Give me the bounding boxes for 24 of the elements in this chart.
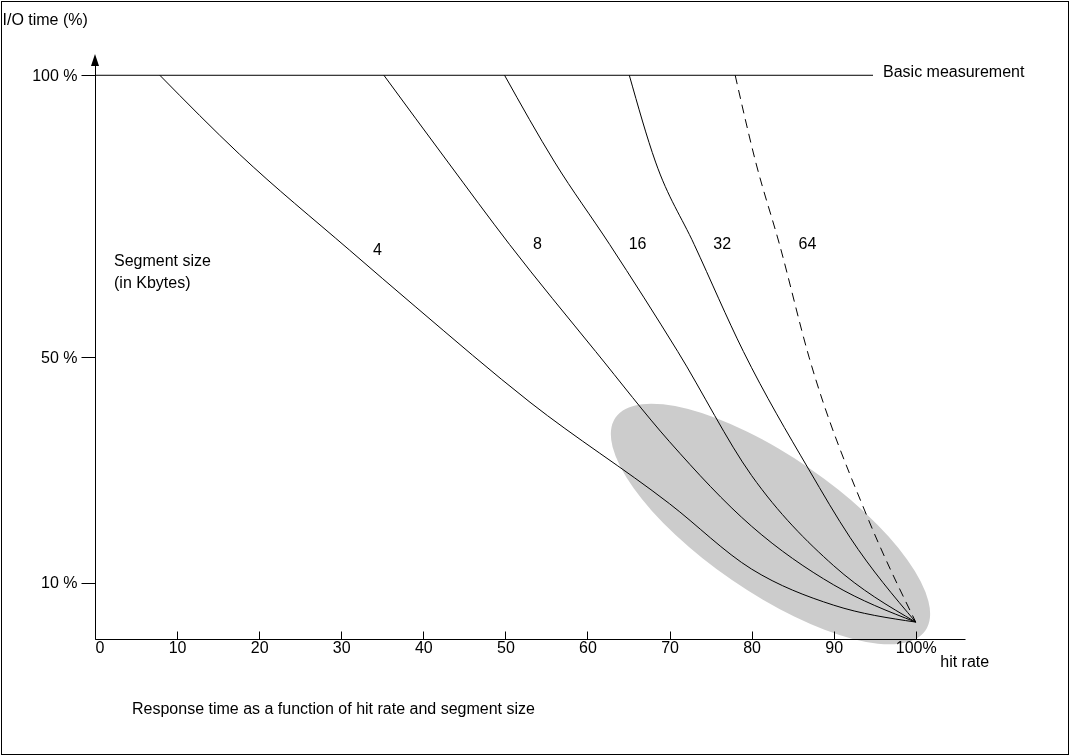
y-axis-title: I/O time (%) bbox=[2, 10, 88, 28]
x-tick-label: 60 bbox=[579, 638, 597, 656]
x-tick-label: 90 bbox=[825, 638, 844, 656]
series-label: 32 bbox=[713, 235, 732, 253]
y-tick-label: 50 % bbox=[41, 348, 78, 366]
ref-line-label: Basic measurement bbox=[883, 63, 1025, 81]
text: Response time as a function of hit rate and segment size bbox=[132, 700, 535, 717]
series-label: 64 bbox=[798, 235, 817, 253]
x-tick-label: 100% bbox=[895, 638, 937, 656]
x-tick-label: 30 bbox=[332, 638, 351, 656]
series-label: 4 bbox=[372, 241, 382, 259]
x-tick-label: 20 bbox=[250, 638, 269, 656]
x-tick-label: 80 bbox=[743, 638, 762, 656]
legend-title: Segment size (in Kbytes) bbox=[114, 252, 212, 292]
x-tick-label: 0 bbox=[95, 638, 105, 656]
y-tick-label: 100 % bbox=[32, 66, 78, 84]
series-label: 8 bbox=[533, 235, 543, 253]
x-tick-label: 70 bbox=[661, 638, 680, 656]
x-tick-label: 40 bbox=[414, 638, 433, 656]
x-tick-label: 50 bbox=[496, 638, 515, 656]
x-axis-title: hit rate bbox=[940, 652, 990, 670]
y-tick-label: 10 % bbox=[41, 574, 78, 592]
x-tick-label: 10 bbox=[168, 638, 187, 656]
series-label: 16 bbox=[628, 235, 647, 253]
